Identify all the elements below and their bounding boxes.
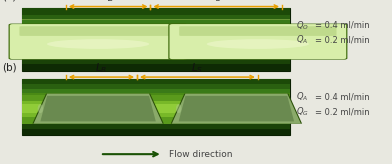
FancyBboxPatch shape (179, 26, 336, 36)
Bar (22, 19, 290, 20)
Text: (a): (a) (2, 0, 16, 2)
Text: $L_B$: $L_B$ (95, 61, 107, 75)
Bar (22, 93, 290, 124)
Bar (22, 20, 290, 24)
FancyBboxPatch shape (169, 24, 346, 59)
Text: $Q_A$: $Q_A$ (296, 34, 308, 46)
Text: = 0.2 ml/min: = 0.2 ml/min (315, 36, 369, 45)
Bar (22, 8, 290, 15)
Bar (22, 36, 290, 47)
FancyBboxPatch shape (10, 24, 187, 59)
Polygon shape (33, 94, 164, 124)
Ellipse shape (176, 104, 181, 113)
FancyBboxPatch shape (168, 24, 347, 60)
Bar (22, 89, 290, 93)
Bar (22, 104, 290, 113)
Text: $L_D$: $L_D$ (102, 0, 115, 4)
FancyBboxPatch shape (20, 26, 177, 36)
Polygon shape (172, 94, 301, 124)
Bar (22, 124, 290, 129)
Bar (22, 64, 290, 71)
Bar (22, 101, 290, 117)
Bar (22, 15, 290, 20)
Ellipse shape (47, 39, 149, 49)
Bar (22, 89, 290, 90)
Bar (22, 33, 290, 50)
FancyBboxPatch shape (9, 24, 188, 60)
Bar (22, 93, 290, 95)
Text: $L_S$: $L_S$ (191, 61, 203, 75)
Text: Flow direction: Flow direction (169, 150, 232, 159)
Bar (22, 8, 290, 71)
Text: = 0.4 ml/min: = 0.4 ml/min (315, 21, 369, 30)
Text: $Q_O$: $Q_O$ (296, 19, 309, 32)
Bar (22, 84, 290, 89)
Polygon shape (40, 96, 156, 121)
Bar (22, 79, 290, 135)
Text: = 0.4 ml/min: = 0.4 ml/min (315, 92, 369, 101)
Text: $Q_A$: $Q_A$ (296, 91, 308, 103)
Ellipse shape (38, 104, 43, 113)
Bar (22, 129, 290, 135)
Bar (22, 79, 290, 84)
Text: $L_S$: $L_S$ (210, 0, 222, 4)
Bar (22, 24, 290, 59)
Text: (b): (b) (2, 62, 16, 72)
Ellipse shape (207, 39, 309, 49)
Polygon shape (171, 94, 302, 124)
Bar (22, 24, 290, 27)
Polygon shape (179, 96, 294, 121)
Polygon shape (34, 94, 163, 124)
Bar (22, 59, 290, 64)
Text: = 0.2 ml/min: = 0.2 ml/min (315, 107, 369, 116)
Text: $Q_G$: $Q_G$ (296, 105, 309, 118)
